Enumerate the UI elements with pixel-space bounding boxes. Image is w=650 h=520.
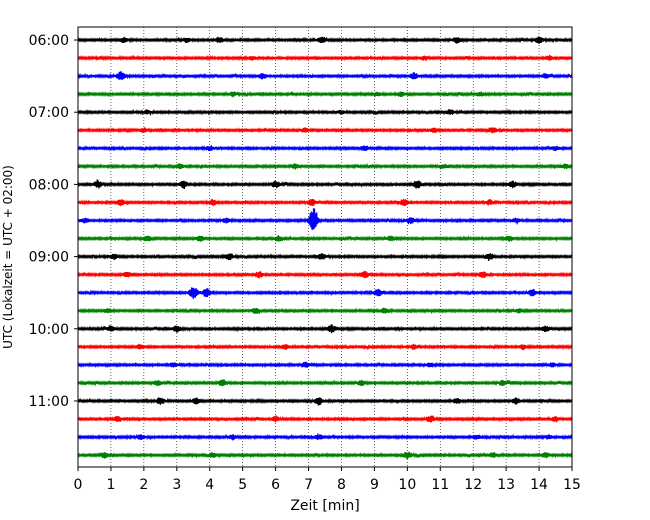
x-tick-label: 2 bbox=[139, 477, 148, 493]
seismic-trace bbox=[77, 234, 573, 243]
grid-layer bbox=[110, 27, 540, 467]
seismic-trace bbox=[77, 71, 573, 81]
x-tick-label: 6 bbox=[271, 477, 280, 493]
x-axis-ticks: 0 1 2 3 4 5 6 7 8 9 10 11 12 13 14 15 bbox=[74, 467, 581, 493]
y-tick-label: 08:00 bbox=[29, 177, 69, 193]
x-axis-label: Zeit [min] bbox=[290, 498, 359, 514]
seismic-trace bbox=[77, 397, 573, 406]
x-tick-label: 8 bbox=[337, 477, 346, 493]
seismic-trace bbox=[77, 252, 573, 262]
seismic-trace bbox=[77, 208, 573, 230]
x-tick-label: 14 bbox=[530, 477, 548, 493]
y-tick-label: 07:00 bbox=[29, 105, 69, 121]
x-tick-label: 11 bbox=[431, 477, 449, 493]
y-tick-label: 06:00 bbox=[29, 33, 69, 49]
y-tick-label: 10:00 bbox=[29, 322, 69, 338]
x-tick-label: 10 bbox=[398, 477, 416, 493]
x-tick-label: 12 bbox=[464, 477, 482, 493]
seismic-trace bbox=[77, 307, 573, 315]
seismic-trace bbox=[77, 415, 573, 423]
y-tick-label: 11:00 bbox=[29, 394, 69, 410]
seismic-trace bbox=[77, 162, 573, 170]
x-tick-label: 13 bbox=[497, 477, 515, 493]
x-tick-label: 15 bbox=[563, 477, 581, 493]
trace-layer bbox=[77, 36, 573, 459]
x-tick-label: 7 bbox=[304, 477, 313, 493]
plot-frame bbox=[77, 26, 573, 468]
y-tick-label: 09:00 bbox=[29, 250, 69, 266]
x-tick-label: 5 bbox=[238, 477, 247, 493]
y-axis-label: UTC (Lokalzeit = UTC + 02:00) bbox=[1, 165, 15, 349]
x-tick-label: 1 bbox=[106, 477, 115, 493]
x-tick-label: 0 bbox=[74, 477, 83, 493]
x-tick-label: 9 bbox=[370, 477, 379, 493]
y-axis-ticks: 06:00 07:00 08:00 09:00 10:00 11:00 bbox=[29, 33, 78, 410]
x-tick-label: 4 bbox=[205, 477, 214, 493]
x-tick-label: 3 bbox=[172, 477, 181, 493]
